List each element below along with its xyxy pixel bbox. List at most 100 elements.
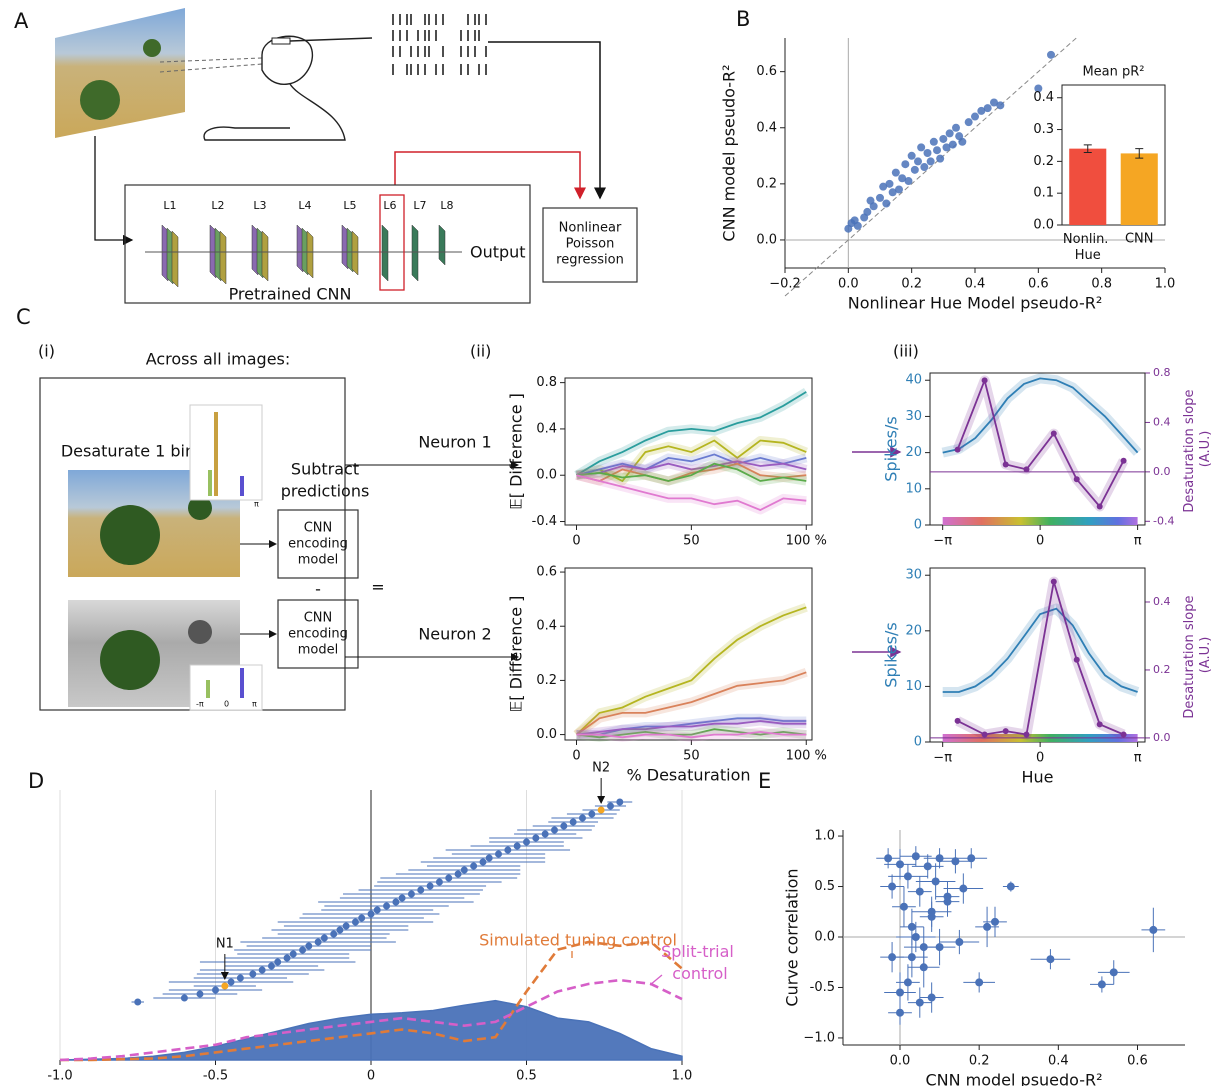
point xyxy=(336,926,344,934)
point xyxy=(267,962,275,970)
y-axis-label: Spikes/s xyxy=(882,622,901,687)
point xyxy=(888,953,897,962)
point xyxy=(954,446,961,453)
neuron-label: Neuron 2 xyxy=(418,625,491,644)
point xyxy=(320,934,328,942)
x-tick-label: 100 % xyxy=(786,534,827,549)
point xyxy=(435,878,443,886)
point xyxy=(914,157,922,166)
error-bar xyxy=(1135,148,1144,159)
point xyxy=(959,884,968,893)
x-axis-label: Hue xyxy=(1021,768,1053,787)
point xyxy=(904,177,913,186)
point xyxy=(479,858,487,866)
y2-tick-label: 0.0 xyxy=(1153,731,1171,744)
x-tick-label: 0.0 xyxy=(838,277,859,292)
y-axis-label: Curve correlation xyxy=(783,868,802,1006)
point xyxy=(983,922,992,931)
point xyxy=(907,151,916,160)
layer-label: L3 xyxy=(253,199,266,212)
label-arrow xyxy=(649,974,663,986)
line xyxy=(576,391,807,476)
point xyxy=(1097,980,1106,989)
y-tick-label: 20 xyxy=(905,445,922,460)
line xyxy=(942,607,1138,693)
point xyxy=(1096,721,1103,728)
panel-label: D xyxy=(28,769,44,793)
point xyxy=(888,188,897,197)
point xyxy=(951,857,960,866)
point xyxy=(915,887,924,896)
point xyxy=(445,874,453,882)
curve-label: Simulated tuning control xyxy=(479,931,677,950)
y-tick-label: 30 xyxy=(905,568,922,583)
diagram-c: (i) (ii) (iii) Across all images: Desatu… xyxy=(38,342,919,711)
annotation: N2 xyxy=(592,761,610,776)
identity-line xyxy=(784,37,1077,297)
point xyxy=(578,814,586,822)
line xyxy=(942,377,1139,454)
point xyxy=(1073,476,1080,483)
x-tick-label: −0.2 xyxy=(769,277,801,292)
point xyxy=(330,930,338,938)
stimulus-photo xyxy=(55,8,185,138)
curve-label: Split-trial control xyxy=(661,942,739,983)
point xyxy=(597,806,605,814)
x-axis-label: % Desaturation xyxy=(626,766,750,785)
hist-bar xyxy=(214,412,218,496)
y-axis-label: CNN model pseudo-R² xyxy=(720,64,739,241)
cnn-layers xyxy=(161,224,446,288)
layer xyxy=(256,227,264,279)
model-label: encoding xyxy=(288,537,348,552)
point xyxy=(927,993,936,1002)
operator: = xyxy=(371,578,384,597)
chart: -1.0-0.500.51.0Tuning curve correlationS… xyxy=(47,761,739,1086)
regression-box xyxy=(542,207,638,283)
point xyxy=(417,886,425,894)
tree xyxy=(188,496,212,520)
tree xyxy=(188,620,212,644)
spike-raster xyxy=(392,14,487,75)
point xyxy=(899,902,908,911)
point xyxy=(532,834,540,842)
point xyxy=(258,966,266,974)
point xyxy=(907,953,916,962)
line xyxy=(957,581,1124,736)
point xyxy=(936,154,945,163)
point xyxy=(1002,461,1009,468)
plot-frame xyxy=(564,377,813,526)
model-label: model xyxy=(298,553,338,568)
x-tick-label: 0.2 xyxy=(901,277,922,292)
y-tick-label: 0.3 xyxy=(1033,122,1054,137)
point xyxy=(903,872,912,881)
point xyxy=(891,168,900,177)
layer xyxy=(219,230,227,285)
point xyxy=(981,377,988,384)
layer-label: L7 xyxy=(413,199,426,212)
hist-bar xyxy=(206,680,210,698)
point xyxy=(942,143,951,152)
layer xyxy=(306,230,314,279)
line xyxy=(576,453,807,477)
point xyxy=(1096,503,1103,510)
hist-bar xyxy=(240,476,244,496)
point xyxy=(853,221,862,230)
y-tick-label: 20 xyxy=(905,623,922,638)
point xyxy=(606,802,614,810)
y-tick-label: -0.4 xyxy=(532,514,557,529)
y-tick-label: 0 xyxy=(914,518,922,533)
point xyxy=(926,157,935,166)
layer xyxy=(251,224,259,276)
line xyxy=(575,606,807,736)
layer-label: L4 xyxy=(298,199,311,212)
point xyxy=(1050,430,1057,437)
point xyxy=(485,854,493,862)
point xyxy=(882,199,891,208)
y2-axis-label: Desaturation slope (A.U.) xyxy=(1182,591,1213,718)
x-tick-label: 0.6 xyxy=(1028,277,1049,292)
y-tick-label: 10 xyxy=(905,481,922,496)
layer-highlight xyxy=(379,194,405,291)
chart: 0 50 100 % 0.0 0.2 0.4 0.6 % Desaturation 𝔼[ Dif… xyxy=(507,565,827,785)
line xyxy=(956,377,1125,509)
chart: 0.0 0.2 0.4 0.6 −1.0 -0.5 0.0 0.5 1.0 CNN model p… xyxy=(783,829,1185,1086)
